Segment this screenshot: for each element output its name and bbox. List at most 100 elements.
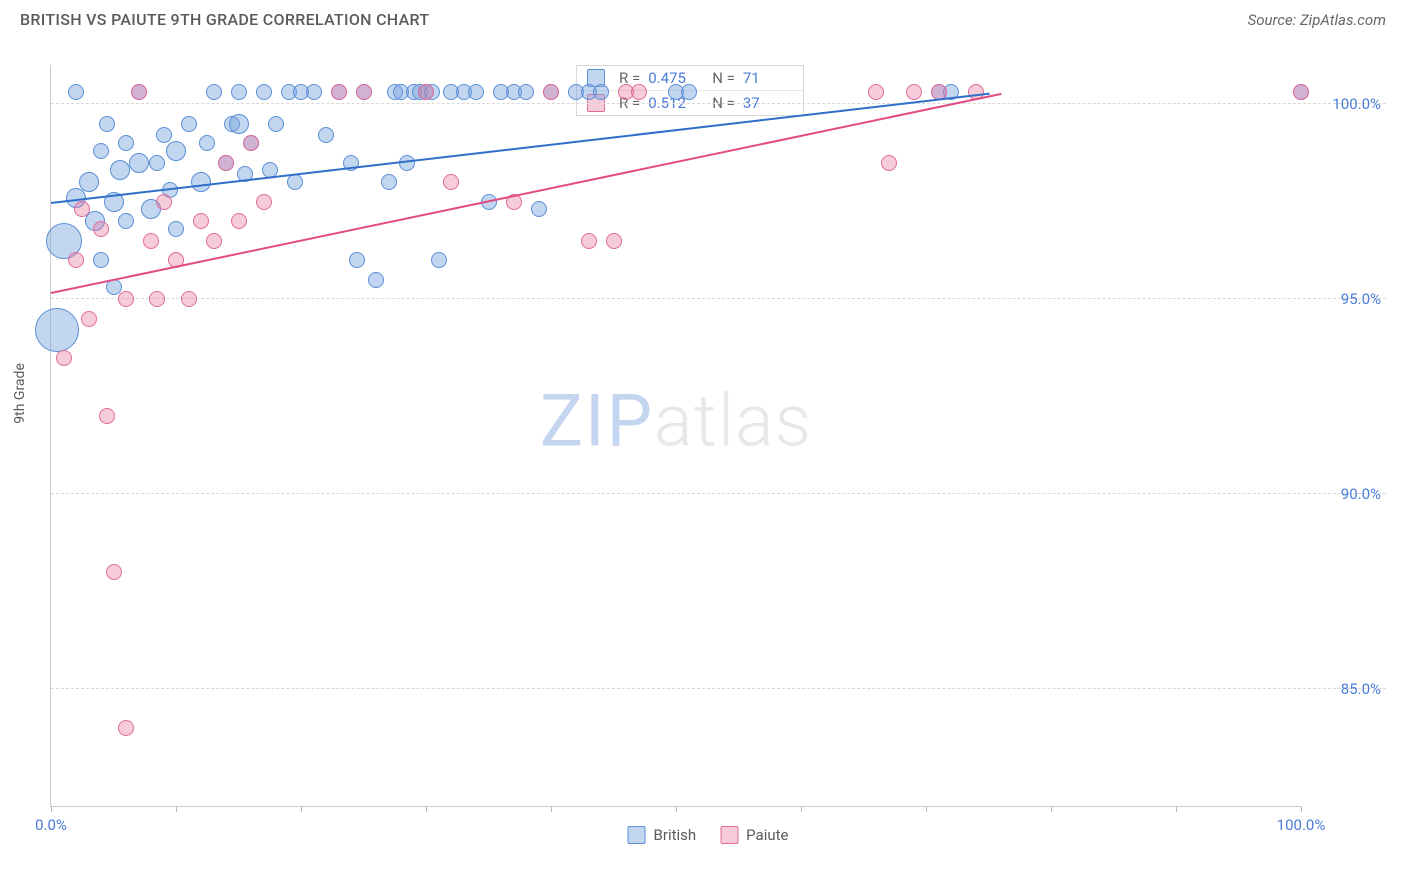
data-point (131, 84, 147, 100)
data-point (868, 84, 884, 100)
data-point (68, 252, 84, 268)
data-point (543, 84, 559, 100)
data-point (206, 84, 222, 100)
data-point (118, 213, 134, 229)
data-point (93, 143, 109, 159)
data-point (593, 84, 609, 100)
data-point (606, 233, 622, 249)
data-point (381, 174, 397, 190)
data-point (349, 252, 365, 268)
data-point (93, 221, 109, 237)
data-point (56, 350, 72, 366)
chart-container: 9th Grade ZIPatlas R = 0.475 N = 71 R = … (30, 40, 1386, 852)
y-tick-label: 90.0% (1341, 485, 1381, 503)
x-tick (676, 806, 677, 812)
legend-item-british: British (628, 826, 697, 844)
data-point (306, 84, 322, 100)
data-point (256, 194, 272, 210)
data-point (881, 155, 897, 171)
x-tick (426, 806, 427, 812)
data-point (143, 233, 159, 249)
data-point (268, 116, 284, 132)
data-point (99, 408, 115, 424)
data-point (256, 84, 272, 100)
gridline-h (51, 493, 1386, 494)
data-point (106, 564, 122, 580)
data-point (631, 84, 647, 100)
data-point (206, 233, 222, 249)
watermark: ZIPatlas (540, 378, 812, 463)
data-point (93, 252, 109, 268)
data-point (681, 84, 697, 100)
data-point (193, 213, 209, 229)
data-point (431, 252, 447, 268)
y-axis-label: 9th Grade (12, 363, 28, 424)
data-point (149, 155, 165, 171)
data-point (199, 135, 215, 151)
bottom-legend: British Paiute (628, 826, 789, 844)
legend-swatch-british (628, 826, 646, 844)
data-point (166, 141, 186, 161)
data-point (99, 116, 115, 132)
gridline-h (51, 103, 1386, 104)
legend-label-british: British (654, 826, 697, 844)
gridline-h (51, 298, 1386, 299)
data-point (168, 221, 184, 237)
data-point (418, 84, 434, 100)
data-point (81, 311, 97, 327)
x-tick (1051, 806, 1052, 812)
y-tick-label: 95.0% (1341, 290, 1381, 308)
x-tick (551, 806, 552, 812)
data-point (356, 84, 372, 100)
data-point (181, 291, 197, 307)
watermark-atlas: atlas (654, 378, 812, 463)
data-point (287, 174, 303, 190)
x-tick (1301, 806, 1302, 812)
x-tick-label: 0.0% (35, 816, 67, 834)
data-point (118, 135, 134, 151)
data-point (331, 84, 347, 100)
trend-line (51, 92, 989, 203)
legend-swatch-paiute (720, 826, 738, 844)
data-point (229, 114, 249, 134)
data-point (79, 172, 99, 192)
data-point (191, 172, 211, 192)
data-point (149, 291, 165, 307)
data-point (129, 153, 149, 173)
y-tick-label: 85.0% (1341, 680, 1381, 698)
data-point (1293, 84, 1309, 100)
data-point (74, 201, 90, 217)
data-point (518, 84, 534, 100)
stat-n-label: N = (712, 69, 735, 87)
data-point (318, 127, 334, 143)
data-point (118, 291, 134, 307)
legend-label-paiute: Paiute (746, 826, 788, 844)
data-point (156, 127, 172, 143)
data-point (581, 233, 597, 249)
data-point (110, 160, 130, 180)
data-point (35, 308, 79, 352)
data-point (468, 84, 484, 100)
data-point (531, 201, 547, 217)
data-point (231, 213, 247, 229)
stat-n-value-british: 71 (743, 69, 793, 87)
data-point (906, 84, 922, 100)
legend-item-paiute: Paiute (720, 826, 788, 844)
source-attribution: Source: ZipAtlas.com (1248, 11, 1386, 29)
data-point (218, 155, 234, 171)
chart-title: BRITISH VS PAIUTE 9TH GRADE CORRELATION … (20, 10, 429, 29)
data-point (118, 720, 134, 736)
watermark-zip: ZIP (540, 378, 654, 463)
x-tick (801, 806, 802, 812)
x-tick (1176, 806, 1177, 812)
x-tick-label: 100.0% (1277, 816, 1326, 834)
gridline-h (51, 688, 1386, 689)
x-tick (301, 806, 302, 812)
plot-area: ZIPatlas R = 0.475 N = 71 R = 0.512 N = … (50, 65, 1301, 807)
data-point (231, 84, 247, 100)
data-point (181, 116, 197, 132)
x-tick (51, 806, 52, 812)
data-point (243, 135, 259, 151)
x-tick (926, 806, 927, 812)
x-tick (176, 806, 177, 812)
